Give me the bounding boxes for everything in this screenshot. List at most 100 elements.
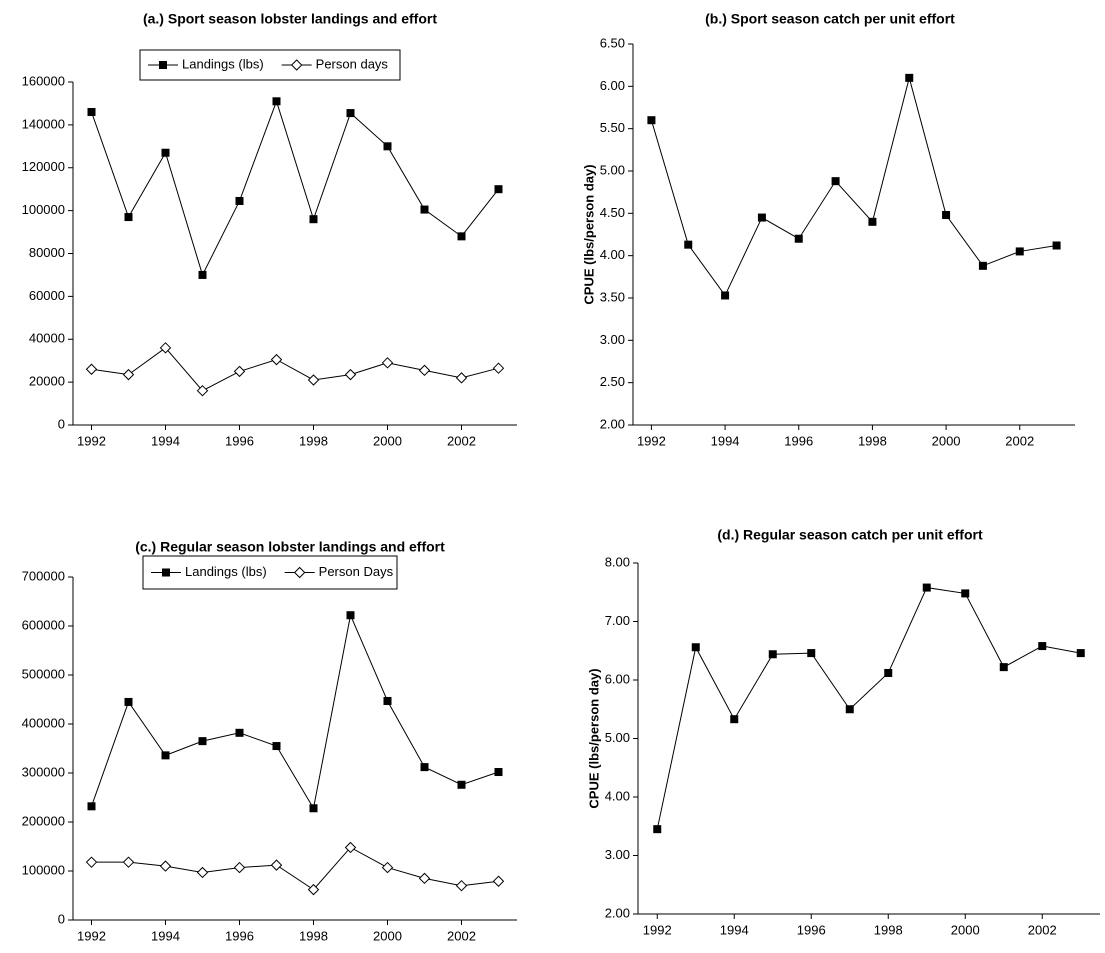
marker xyxy=(159,61,167,69)
series-line xyxy=(656,587,1081,830)
marker xyxy=(845,705,854,714)
y-tick-label: 600000 xyxy=(22,617,65,632)
marker xyxy=(494,185,503,194)
marker xyxy=(730,715,739,724)
x-tick-label: 1998 xyxy=(299,928,328,943)
marker xyxy=(420,205,429,214)
marker xyxy=(1015,247,1024,256)
y-tick-label: 5.50 xyxy=(600,120,625,135)
x-tick-label: 2000 xyxy=(373,928,402,943)
marker xyxy=(684,240,693,249)
x-tick-label: 2000 xyxy=(932,433,961,448)
y-tick-label: 80000 xyxy=(29,245,65,260)
y-tick-label: 3.50 xyxy=(600,289,625,304)
marker xyxy=(455,372,468,384)
y-tick-label: 4.00 xyxy=(600,247,625,262)
x-tick-label: 1994 xyxy=(151,928,180,943)
series-line xyxy=(650,75,1057,297)
y-tick-label: 700000 xyxy=(22,568,65,583)
marker xyxy=(270,353,283,366)
marker xyxy=(272,742,281,751)
marker xyxy=(922,583,931,592)
y-tick-label: 2.50 xyxy=(600,374,625,389)
marker xyxy=(124,213,133,222)
x-tick-label: 1994 xyxy=(720,922,749,937)
chart-title: (b.) Sport season catch per unit effort xyxy=(705,11,955,27)
marker xyxy=(293,566,306,579)
x-tick-label: 2002 xyxy=(447,928,476,943)
marker xyxy=(307,883,320,896)
x-tick-label: 1996 xyxy=(784,433,813,448)
y-tick-label: 3.00 xyxy=(600,332,625,347)
y-tick-label: 160000 xyxy=(22,73,65,88)
marker xyxy=(884,668,893,677)
marker xyxy=(768,650,777,659)
marker xyxy=(691,643,700,652)
marker xyxy=(418,364,431,377)
marker xyxy=(383,696,392,705)
y-tick-label: 100000 xyxy=(22,862,65,877)
series-line xyxy=(91,613,499,810)
marker xyxy=(831,177,840,186)
marker xyxy=(85,856,98,868)
marker xyxy=(309,804,318,813)
marker xyxy=(344,368,357,381)
marker xyxy=(457,780,466,789)
marker xyxy=(309,215,318,224)
y-tick-label: 2.00 xyxy=(600,416,625,431)
y-tick-label: 140000 xyxy=(22,116,65,131)
x-tick-label: 1992 xyxy=(643,922,672,937)
legend-box xyxy=(139,49,401,81)
x-tick-label: 1998 xyxy=(299,433,328,448)
y-tick-label: 6.00 xyxy=(605,671,630,686)
y-tick-label: 4.00 xyxy=(605,788,630,803)
y-tick-label: 0 xyxy=(58,416,65,431)
y-tick-label: 300000 xyxy=(22,764,65,779)
marker xyxy=(961,589,970,598)
marker xyxy=(492,362,505,374)
marker xyxy=(85,363,98,375)
x-tick-label: 1998 xyxy=(874,922,903,937)
y-tick-label: 4.50 xyxy=(600,205,625,220)
x-tick-label: 2000 xyxy=(951,922,980,937)
legend-label: Landings (lbs) xyxy=(182,56,264,71)
marker xyxy=(868,217,877,226)
marker xyxy=(455,879,468,892)
marker xyxy=(999,663,1008,672)
marker xyxy=(494,768,503,777)
x-tick-label: 2000 xyxy=(373,433,402,448)
chart-title: (d.) Regular season catch per unit effor… xyxy=(717,527,983,543)
marker xyxy=(290,59,303,71)
y-tick-label: 8.00 xyxy=(605,554,630,569)
y-axis-label: CPUE (lbs/person day) xyxy=(586,668,601,808)
y-tick-label: 2.00 xyxy=(605,905,630,920)
marker xyxy=(235,196,244,205)
x-tick-label: 1992 xyxy=(77,433,106,448)
marker xyxy=(198,270,207,279)
marker xyxy=(161,148,170,157)
marker xyxy=(161,751,170,760)
legend-label: Person days xyxy=(316,56,389,71)
marker xyxy=(1038,642,1047,651)
y-tick-label: 5.00 xyxy=(605,730,630,745)
series-line xyxy=(91,347,499,392)
marker xyxy=(87,108,96,117)
y-tick-label: 6.00 xyxy=(600,78,625,93)
marker xyxy=(381,861,394,874)
marker xyxy=(233,861,246,874)
y-tick-label: 40000 xyxy=(29,331,65,346)
legend-box xyxy=(142,555,398,590)
marker xyxy=(124,697,133,706)
series-line xyxy=(91,99,499,277)
marker xyxy=(162,568,170,577)
marker xyxy=(757,213,766,222)
y-tick-label: 20000 xyxy=(29,374,65,389)
marker xyxy=(346,109,355,118)
marker xyxy=(272,97,281,106)
marker xyxy=(235,728,244,737)
marker xyxy=(721,291,730,300)
marker xyxy=(87,802,96,811)
marker xyxy=(198,737,207,746)
chart-title: (a.) Sport season lobster landings and e… xyxy=(143,11,437,27)
